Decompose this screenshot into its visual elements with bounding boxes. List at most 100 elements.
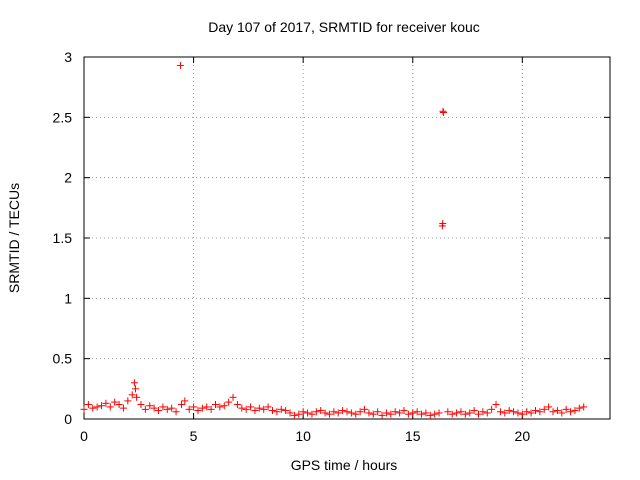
data-point (277, 405, 285, 413)
data-point (352, 410, 360, 418)
data-point (361, 405, 369, 413)
data-point (466, 409, 474, 417)
data-point (374, 408, 382, 416)
y-axis-label: SRMTID / TECUs (6, 183, 22, 293)
data-point (580, 403, 588, 411)
data-point (470, 407, 478, 415)
data-point (286, 409, 294, 417)
data-point (317, 407, 325, 415)
data-point (128, 391, 136, 399)
data-point (439, 109, 447, 117)
data-point (435, 409, 443, 417)
data-point (571, 407, 579, 415)
data-point (378, 411, 386, 419)
data-point (501, 409, 509, 417)
data-point (308, 410, 316, 418)
data-point (431, 410, 439, 418)
data-point (203, 403, 211, 411)
x-tick-label: 5 (190, 428, 198, 444)
data-point (382, 409, 390, 417)
data-point (172, 408, 180, 416)
data-point (514, 409, 522, 417)
data-point (216, 403, 224, 411)
data-point (264, 403, 272, 411)
data-point (185, 405, 193, 413)
data-point (483, 409, 491, 417)
axis-ticks (83, 56, 610, 420)
data-point (479, 408, 487, 416)
chart-title: Day 107 of 2017, SRMTID for receiver kou… (208, 19, 480, 35)
data-point (523, 408, 531, 416)
data-point (233, 401, 241, 409)
data-point (80, 405, 88, 413)
tick-labels: 0 5 10 15 20 0 0.5 1 1.5 2 2.5 3 (53, 49, 531, 444)
data-point (422, 409, 430, 417)
data-point (98, 402, 106, 410)
data-point (124, 397, 132, 405)
data-point (488, 405, 496, 413)
data-point (141, 405, 149, 413)
data-point (163, 405, 171, 413)
data-point (518, 410, 526, 418)
data-point (527, 409, 535, 417)
data-point (325, 410, 333, 418)
x-tick-label: 20 (515, 428, 531, 444)
data-point (347, 409, 355, 417)
y-tick-label: 2 (64, 170, 72, 186)
data-point (268, 407, 276, 415)
data-point (531, 407, 539, 415)
data-point (549, 408, 557, 416)
data-point (453, 409, 461, 417)
y-tick-label: 0 (64, 411, 72, 427)
data-point (330, 408, 338, 416)
data-point (409, 409, 417, 417)
data-point (229, 393, 237, 401)
data-point (558, 409, 566, 417)
data-point (304, 409, 312, 417)
data-point (137, 401, 145, 409)
data-point (238, 404, 246, 412)
data-point (198, 404, 206, 412)
data-point (413, 408, 421, 416)
data-point (146, 402, 154, 410)
data-point (400, 407, 408, 415)
data-point (321, 409, 329, 417)
data-point (343, 408, 351, 416)
data-point (111, 398, 119, 406)
data-points (80, 61, 588, 419)
data-point (448, 410, 456, 418)
data-point (220, 402, 228, 410)
data-point (295, 410, 303, 418)
y-tick-label: 1.5 (53, 230, 73, 246)
data-point (475, 410, 482, 418)
plot-frame (83, 56, 611, 420)
data-point (102, 399, 110, 407)
data-point (492, 401, 500, 409)
data-point (181, 397, 189, 405)
data-point (418, 410, 426, 418)
data-point (536, 408, 544, 416)
data-point (567, 408, 575, 416)
data-point (260, 405, 268, 413)
data-point (404, 410, 412, 418)
data-point (155, 407, 163, 415)
data-point (190, 403, 198, 411)
data-point (553, 407, 561, 415)
data-point (505, 407, 513, 415)
data-point (562, 405, 570, 413)
data-point (369, 410, 377, 418)
data-point (426, 411, 434, 419)
data-point (242, 405, 250, 413)
data-point (212, 401, 219, 409)
data-point (439, 220, 447, 228)
data-point (178, 401, 186, 409)
data-point (84, 401, 92, 409)
data-point (461, 410, 469, 418)
data-point (150, 404, 158, 412)
data-point (130, 379, 138, 387)
data-point (396, 409, 404, 417)
data-point (225, 398, 233, 406)
data-point (444, 408, 452, 416)
data-point (207, 405, 215, 413)
